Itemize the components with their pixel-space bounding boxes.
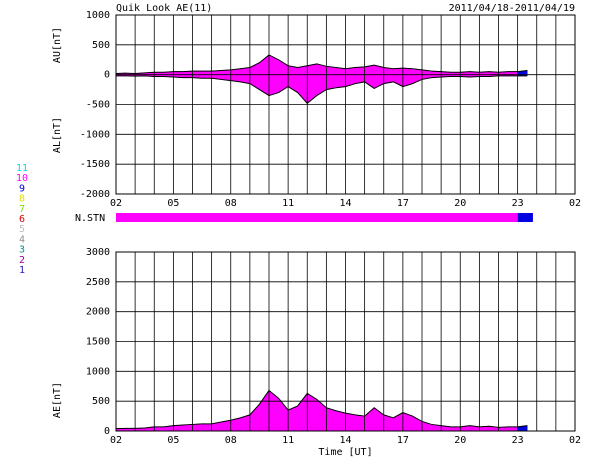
area-segment xyxy=(335,67,346,89)
x-tick-label: 02 xyxy=(569,435,581,446)
area-segment xyxy=(268,54,279,96)
x-tick-label: 17 xyxy=(397,435,409,446)
area-segment xyxy=(230,68,241,83)
n-stn-segment xyxy=(116,213,518,222)
chart-date: 2011/04/18-2011/04/19 xyxy=(449,3,575,14)
y-tick-label: 1000 xyxy=(86,366,110,377)
y-tick-label: -1000 xyxy=(80,129,110,140)
y-tick-label: 0 xyxy=(104,426,110,437)
y-tick-label: 3000 xyxy=(86,247,110,258)
area-segment xyxy=(383,67,394,84)
x-tick-label: 20 xyxy=(454,435,466,446)
y-tick-label: -500 xyxy=(86,100,110,111)
x-tick-label: 20 xyxy=(454,198,466,209)
station-legend-entry: 10 xyxy=(16,173,28,184)
station-legend-entry: 6 xyxy=(19,214,25,225)
x-tick-label: 05 xyxy=(167,435,179,446)
x-tick-label: 17 xyxy=(397,198,409,209)
station-legend-entry: 3 xyxy=(19,245,25,256)
station-legend-entry: 2 xyxy=(19,255,25,266)
x-tick-label: 02 xyxy=(110,435,122,446)
y-axis-label: AL[nT] xyxy=(52,117,63,153)
area-segment xyxy=(287,65,298,94)
area-segment xyxy=(153,426,165,432)
n-stn-label: N.STN xyxy=(75,213,105,224)
area-segment xyxy=(278,397,289,432)
area-segment xyxy=(354,414,365,432)
x-tick-label: 23 xyxy=(512,435,524,446)
y-tick-label: -2000 xyxy=(80,189,110,200)
n-stn-segment xyxy=(517,213,533,222)
y-tick-label: 1500 xyxy=(86,337,110,348)
area-segment xyxy=(364,407,375,432)
y-tick-label: 2000 xyxy=(86,307,110,318)
x-tick-label: 23 xyxy=(512,198,524,209)
x-tick-label: 11 xyxy=(282,435,294,446)
y-tick-label: 1000 xyxy=(86,10,110,21)
area-segment xyxy=(354,66,365,84)
x-tick-label: 14 xyxy=(339,198,351,209)
station-legend-entry: 11 xyxy=(16,163,28,174)
y-axis-label: AE[nT] xyxy=(52,382,63,418)
y-tick-label: 500 xyxy=(92,40,110,51)
station-legend-entry: 9 xyxy=(19,183,25,194)
area-segment xyxy=(450,426,461,432)
area-segment xyxy=(326,407,337,432)
x-tick-label: 02 xyxy=(569,198,581,209)
x-tick-label: 08 xyxy=(225,198,237,209)
area-segment xyxy=(335,410,346,432)
x-tick-label: 08 xyxy=(225,435,237,446)
station-legend-entry: 1 xyxy=(19,265,25,276)
y-tick-label: 500 xyxy=(92,396,110,407)
area-segment xyxy=(249,403,260,432)
area-segment xyxy=(507,426,518,432)
area-segment xyxy=(326,65,337,90)
area-segment xyxy=(306,63,318,104)
x-tick-label: 14 xyxy=(339,435,351,446)
station-legend-entry: 5 xyxy=(19,224,25,235)
plot-frame xyxy=(115,14,576,195)
area-segment xyxy=(220,69,232,81)
series-line xyxy=(116,75,528,104)
y-tick-label: -1500 xyxy=(80,159,110,170)
station-legend-entry: 4 xyxy=(19,234,25,245)
series-line xyxy=(115,54,528,74)
series-line xyxy=(115,389,528,430)
area-segment xyxy=(192,423,203,432)
chart-title: Quik Look AE(11) xyxy=(116,3,212,14)
area-segment xyxy=(345,412,356,432)
area-segment xyxy=(507,71,518,77)
y-axis-label: AU[nT] xyxy=(52,27,63,63)
x-tick-label: 05 xyxy=(167,198,179,209)
x-tick-label: 11 xyxy=(282,198,294,209)
station-legend-entry: 7 xyxy=(19,204,25,215)
station-legend-entry: 8 xyxy=(19,194,25,205)
x-axis-label: Time [UT] xyxy=(318,447,372,458)
y-tick-label: 0 xyxy=(104,70,110,81)
area-segment xyxy=(201,423,212,432)
area-segment xyxy=(240,67,251,84)
y-tick-label: 2500 xyxy=(86,277,110,288)
plot-frame xyxy=(115,251,576,432)
x-tick-label: 02 xyxy=(110,198,122,209)
area-segment xyxy=(373,64,385,89)
